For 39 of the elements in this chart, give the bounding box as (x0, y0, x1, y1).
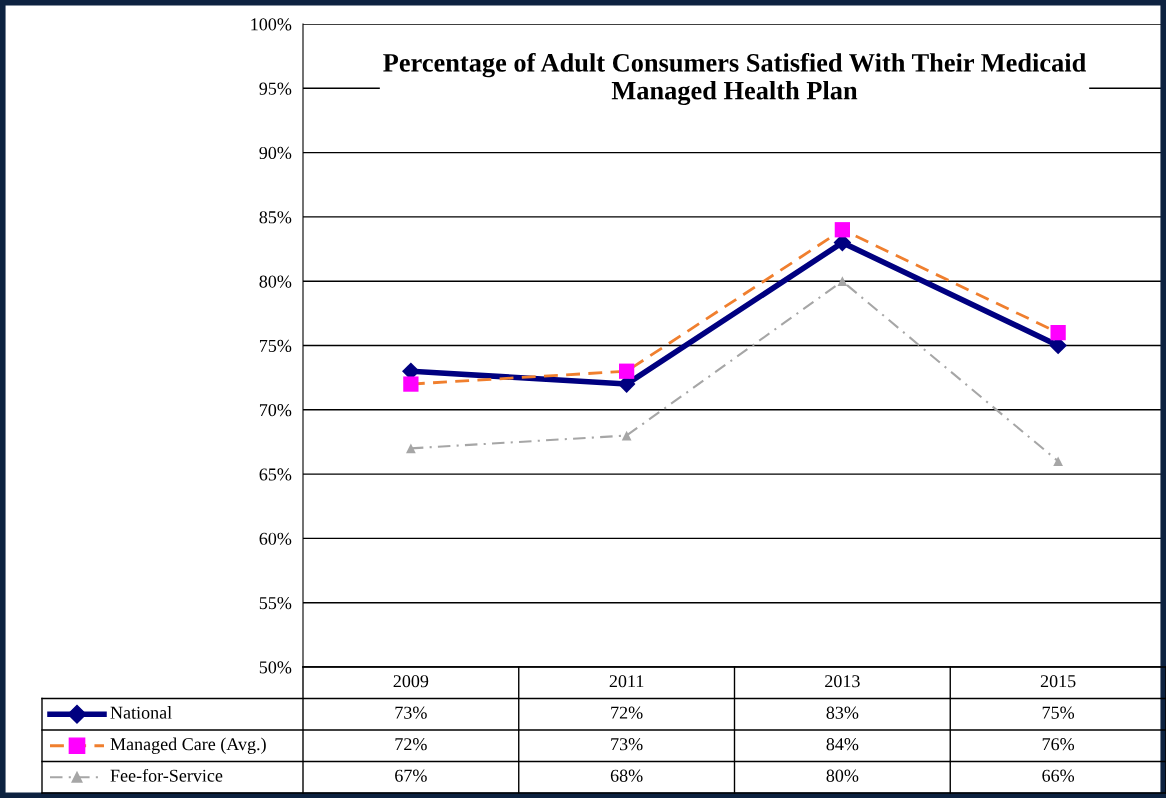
text: Percentage of Adult Consumers Satisfied With Their Medicaid Managed Health Plan (383, 52, 1086, 106)
point (834, 222, 851, 238)
point (621, 430, 632, 441)
data-label: 67% (395, 769, 427, 782)
y-tick-label: 80% (259, 275, 292, 288)
data-label: 76% (1042, 738, 1075, 751)
x-tick-label: 2015 (1040, 675, 1076, 688)
data-label: 73% (395, 706, 427, 719)
data-label: 80% (826, 769, 859, 782)
legend-label: National (110, 706, 172, 719)
data-label: 83% (826, 706, 859, 719)
y-tick-label: 75% (259, 339, 292, 352)
y-tick-label: 60% (259, 532, 292, 545)
data-label: 66% (1042, 769, 1075, 782)
data-label: 84% (826, 738, 859, 751)
y-tick-label: 65% (259, 468, 292, 481)
y-tick-label: 85% (259, 211, 292, 224)
data-label: 68% (610, 769, 643, 782)
data-label: 72% (611, 706, 643, 719)
y-tick-label: 90% (259, 146, 292, 160)
point (1050, 325, 1066, 341)
y-tick-label: 95% (259, 82, 292, 95)
y-tick-label: 100% (251, 18, 292, 31)
y-tick-label: 55% (259, 596, 292, 610)
x-tick-label: 2009 (393, 675, 429, 688)
x-tick-label: 2011 (609, 675, 644, 688)
point (406, 443, 416, 454)
legend-label: Managed Care (Avg.) (110, 737, 266, 754)
point (403, 376, 419, 392)
x-tick-label: 2013 (825, 675, 860, 688)
y-tick-label: 70% (259, 404, 292, 417)
point (1053, 456, 1063, 467)
data-label: 72% (395, 738, 427, 751)
data-label: 75% (1042, 706, 1075, 719)
point (837, 276, 848, 287)
legend-label: Fee-for-Service (110, 768, 223, 782)
data-label: 73% (611, 738, 643, 751)
y-tick-label: 50% (259, 661, 292, 674)
point (618, 363, 635, 379)
